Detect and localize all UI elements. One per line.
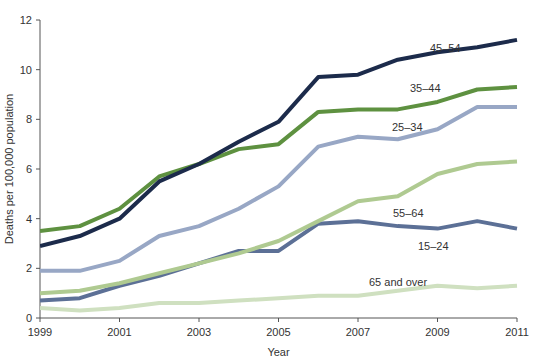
series-line — [40, 40, 517, 246]
y-tick — [36, 69, 40, 70]
y-tick-label: 2 — [26, 262, 32, 274]
x-tick — [517, 318, 518, 322]
series-label: 15–24 — [418, 240, 449, 252]
series-label: 25–34 — [392, 121, 423, 133]
x-tick-label: 2007 — [346, 326, 370, 338]
series-line — [40, 107, 517, 271]
y-tick — [36, 268, 40, 269]
y-tick-label: 10 — [20, 64, 32, 76]
x-tick — [437, 318, 438, 322]
y-axis-title: Deaths per 100,000 population — [3, 94, 15, 244]
plot-area — [40, 40, 517, 311]
y-tick — [36, 169, 40, 170]
x-axis — [40, 318, 517, 319]
x-axis-title: Year — [267, 346, 290, 358]
y-tick-label: 4 — [26, 213, 32, 225]
chart: 0 2 4 6 8 10 12 1999 2001 2003 2005 2007 2009 2011 Yea… — [0, 0, 560, 363]
series-label: 65 and over — [369, 276, 427, 288]
x-tick-label: 2005 — [266, 326, 290, 338]
series-label: 55–64 — [393, 207, 424, 219]
series-line — [40, 87, 517, 231]
x-tick — [119, 318, 120, 322]
y-tick — [36, 218, 40, 219]
y-tick — [36, 119, 40, 120]
x-tick-label: 1999 — [28, 326, 52, 338]
series-label: 45–54 — [430, 42, 461, 54]
x-tick — [199, 318, 200, 322]
y-tick — [36, 20, 40, 21]
x-tick-label: 2003 — [187, 326, 211, 338]
x-tick-label: 2011 — [505, 326, 529, 338]
y-tick-label: 0 — [26, 312, 32, 324]
x-tick — [278, 318, 279, 322]
x-tick-label: 2009 — [425, 326, 449, 338]
y-tick-label: 8 — [26, 113, 32, 125]
y-tick-label: 12 — [20, 14, 32, 26]
x-tick — [358, 318, 359, 322]
series-line — [40, 162, 517, 294]
x-tick-label: 2001 — [107, 326, 131, 338]
y-tick — [36, 318, 40, 319]
x-tick — [40, 318, 41, 322]
series-label: 35–44 — [410, 82, 441, 94]
y-tick-label: 6 — [26, 163, 32, 175]
y-axis — [40, 20, 41, 318]
